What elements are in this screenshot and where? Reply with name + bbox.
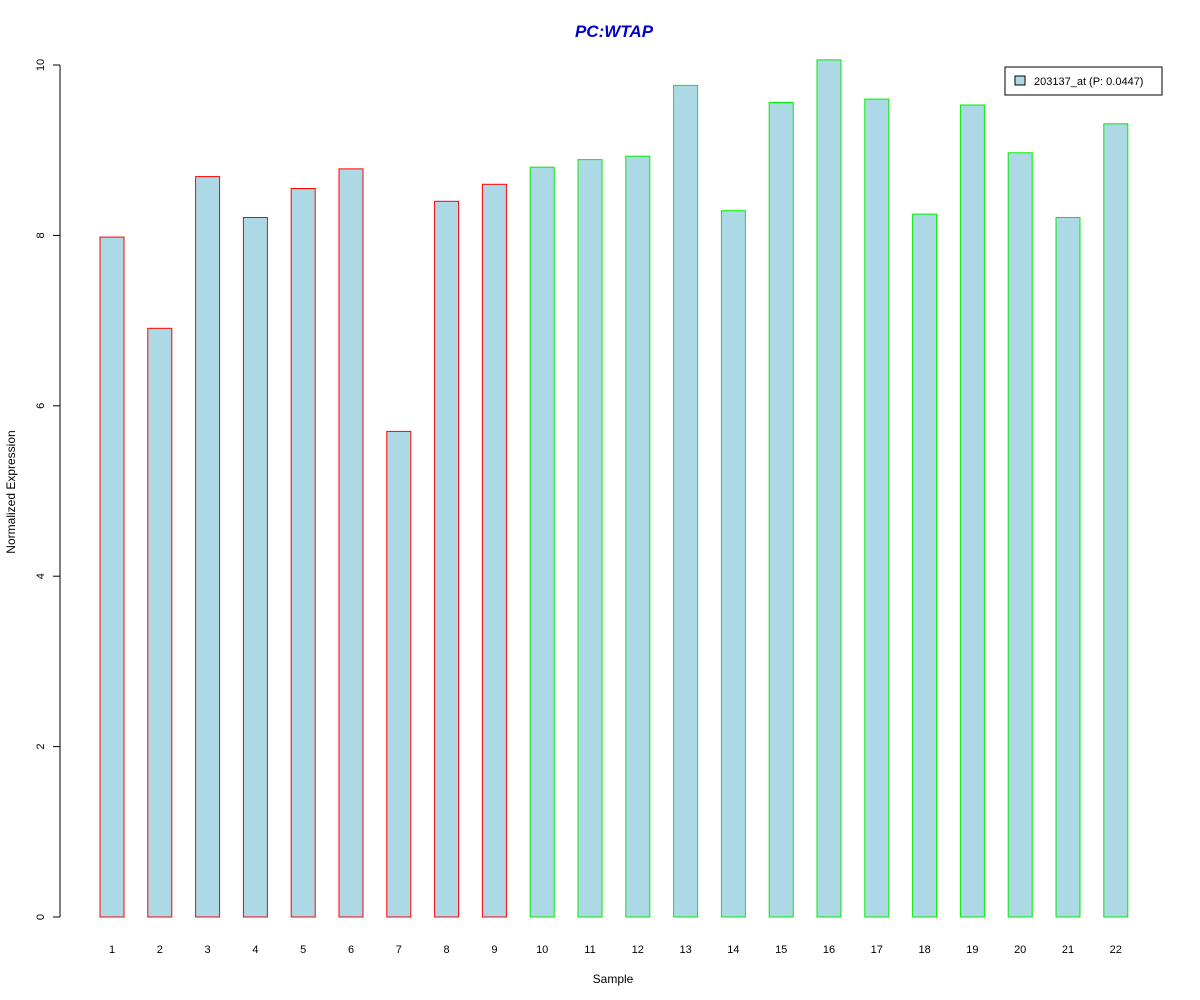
x-tick-label: 1 bbox=[109, 944, 115, 956]
x-tick-label: 16 bbox=[823, 944, 835, 956]
legend-swatch bbox=[1014, 75, 1026, 86]
x-tick-label: 22 bbox=[1110, 944, 1122, 956]
y-tick-label: 0 bbox=[35, 914, 47, 920]
x-tick-label: 9 bbox=[491, 944, 497, 956]
y-tick-label: 2 bbox=[35, 744, 47, 750]
x-tick-label: 4 bbox=[252, 944, 258, 956]
bar bbox=[1055, 217, 1081, 918]
bar bbox=[720, 210, 746, 918]
bar bbox=[1007, 152, 1033, 918]
bar bbox=[434, 200, 460, 918]
bar bbox=[529, 166, 555, 918]
x-tick-label: 10 bbox=[536, 944, 548, 956]
y-axis: 0 2 4 6 8 10 bbox=[35, 59, 61, 920]
x-tick-label: 5 bbox=[300, 944, 306, 956]
bar bbox=[673, 84, 699, 918]
bar bbox=[816, 59, 842, 918]
y-tick-label: 8 bbox=[35, 232, 47, 238]
x-tick-label: 13 bbox=[679, 944, 691, 956]
legend-label: 203137_at (P: 0.0447) bbox=[1034, 76, 1143, 88]
x-tick-label: 7 bbox=[396, 944, 402, 956]
bar bbox=[195, 176, 221, 918]
x-tick-label: 8 bbox=[444, 944, 450, 956]
bar bbox=[386, 430, 412, 918]
bar bbox=[481, 183, 507, 918]
x-tick-label: 11 bbox=[584, 944, 595, 956]
y-axis-label: Normalized Expression bbox=[4, 430, 18, 553]
y-tick-label: 10 bbox=[35, 59, 47, 71]
bar bbox=[99, 236, 125, 918]
y-tick-label: 4 bbox=[35, 573, 47, 579]
x-tick-label: 6 bbox=[348, 944, 354, 956]
x-tick-label: 20 bbox=[1014, 944, 1026, 956]
x-tick-label: 3 bbox=[205, 944, 211, 956]
x-tick-label: 21 bbox=[1062, 944, 1074, 956]
bar bbox=[338, 168, 364, 918]
chart-title: PC:WTAP bbox=[575, 22, 654, 41]
bars bbox=[99, 59, 1129, 918]
x-tick-label: 15 bbox=[775, 944, 787, 956]
bar bbox=[959, 104, 985, 918]
bar bbox=[864, 98, 890, 918]
x-tick-label: 18 bbox=[918, 944, 930, 956]
x-tick-label: 14 bbox=[727, 944, 739, 956]
x-tick-label: 17 bbox=[871, 944, 883, 956]
bar bbox=[625, 155, 651, 918]
bar bbox=[912, 213, 938, 918]
bar bbox=[147, 327, 173, 918]
bar bbox=[577, 159, 603, 918]
bar bbox=[1103, 123, 1129, 918]
x-tick-labels: 1 2 3 4 5 6 7 8 9 10 11 12 13 14 15 16 17 18 19 20 21 22 bbox=[109, 944, 1122, 956]
y-tick-label: 6 bbox=[35, 403, 47, 409]
legend: 203137_at (P: 0.0447) bbox=[1004, 66, 1163, 96]
legend-box bbox=[1004, 66, 1163, 96]
bar bbox=[242, 217, 268, 918]
x-tick-label: 19 bbox=[966, 944, 978, 956]
x-tick-label: 12 bbox=[632, 944, 644, 956]
bar bbox=[768, 102, 794, 918]
x-axis-label: Sample bbox=[593, 972, 634, 986]
bar bbox=[290, 188, 316, 918]
x-tick-label: 2 bbox=[157, 944, 163, 956]
